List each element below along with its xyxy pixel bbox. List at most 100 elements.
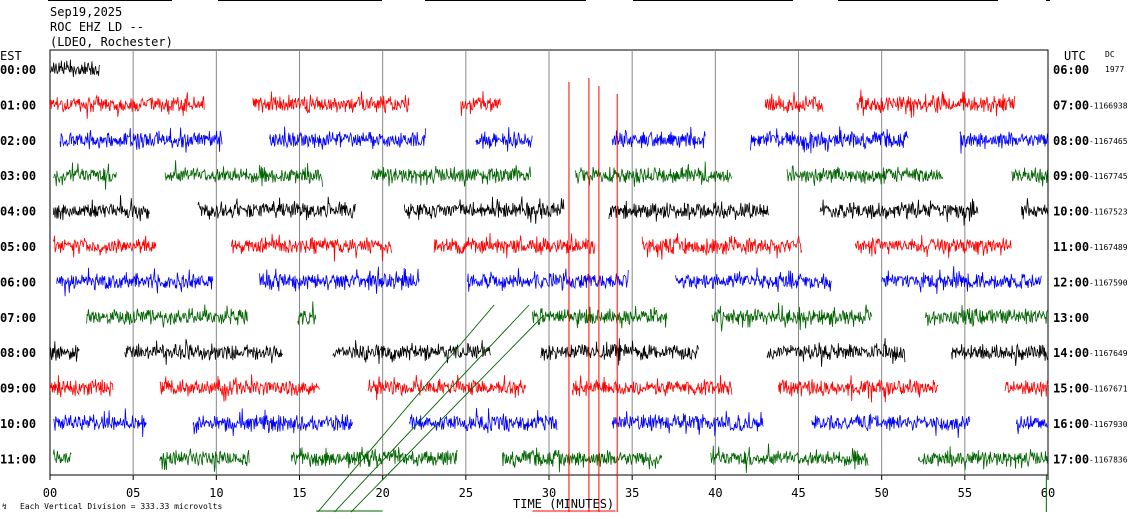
dc-offset-value: -1167671 (1089, 385, 1128, 394)
trace-segment (52, 449, 72, 464)
trace-segment (1021, 198, 1049, 220)
trace-segment (924, 305, 1049, 328)
trace-segment (917, 446, 1049, 471)
trace-segment (49, 92, 205, 119)
est-hour-label: 09:00 (0, 382, 36, 396)
utc-hour-label: 15:00 (1053, 382, 1089, 396)
record-date: Sep19,2025 (50, 5, 122, 19)
dc-header-value: 1977 (1105, 65, 1124, 74)
x-tick-label: 10 (209, 486, 223, 500)
est-hour-label: 11:00 (0, 452, 36, 466)
trace-segment (269, 126, 426, 150)
trace-segment (711, 302, 872, 332)
utc-hour-label: 06:00 (1053, 63, 1089, 77)
trace-segment (290, 446, 458, 469)
utc-hour-label: 13:00 (1053, 311, 1089, 325)
dc-offset-value: -1166938 (1089, 101, 1128, 110)
trace-segment (252, 91, 410, 114)
trace-segment (159, 448, 250, 472)
dc-offset-value: -1167489 (1089, 243, 1128, 252)
trace-segment (56, 267, 214, 297)
overlap-diagonal (350, 314, 545, 513)
trace-segment (197, 196, 357, 221)
trace-segment (811, 413, 970, 438)
trace-segment (86, 304, 248, 328)
trace-segment (608, 200, 769, 222)
trace-segment (1016, 415, 1048, 434)
x-tick-label: 30 (542, 486, 556, 500)
trace-segment (1011, 167, 1048, 187)
utc-axis-label: UTC (1064, 49, 1086, 63)
trace-segment (230, 233, 393, 262)
utc-hour-label: 10:00 (1053, 205, 1089, 219)
est-hour-label: 05:00 (0, 240, 36, 254)
trace-segment (403, 196, 565, 224)
trace-segment (611, 126, 706, 149)
trace-segment (52, 195, 150, 222)
trace-segment (881, 266, 1042, 295)
trace-segment (502, 447, 663, 473)
trace-segment (370, 165, 531, 187)
trace-segment (675, 267, 832, 293)
trace-segment (1004, 380, 1049, 397)
x-tick-label: 40 (708, 486, 722, 500)
est-hour-label: 01:00 (0, 98, 36, 112)
x-tick-label: 35 (625, 486, 639, 500)
trace-segment (475, 127, 533, 152)
trace-segment (575, 161, 732, 187)
dc-offset-value: -1167649 (1089, 349, 1128, 358)
est-hour-label: 03:00 (0, 169, 36, 183)
station-code: ROC EHZ LD -- (50, 20, 144, 34)
x-tick-label: 60 (1041, 486, 1055, 500)
trace-segment (854, 234, 1012, 259)
est-hour-label: 07:00 (0, 311, 36, 325)
trace-segment (49, 341, 80, 362)
dc-offset-value: -1167523 (1089, 208, 1128, 217)
x-tick-label: 45 (791, 486, 805, 500)
x-tick-label: 55 (958, 486, 972, 500)
x-tick-label: 25 (459, 486, 473, 500)
seismic-traces (49, 59, 1049, 474)
trace-segment (53, 408, 147, 438)
trace-segment (460, 91, 501, 116)
x-tick-label: 20 (375, 486, 389, 500)
trace-segment (49, 59, 101, 78)
dc-label: DC (1105, 50, 1115, 59)
trace-segment (611, 410, 764, 437)
est-hour-label: 00:00 (0, 63, 36, 77)
x-tick-label: 50 (874, 486, 888, 500)
trace-segment (532, 305, 668, 329)
est-hour-label: 02:00 (0, 134, 36, 148)
est-hour-label: 06:00 (0, 275, 36, 289)
utc-hour-label: 17:00 (1053, 452, 1089, 466)
dc-offset-value: -1167836 (1089, 455, 1128, 464)
trace-segment (332, 340, 491, 365)
utc-hour-label: 16:00 (1053, 417, 1089, 431)
trace-segment (59, 127, 223, 153)
trace-segment (159, 374, 320, 402)
trace-segment (297, 301, 317, 325)
trace-segment (49, 375, 114, 398)
minute-gridlines (132, 50, 966, 475)
overlap-diagonal (317, 304, 495, 513)
overlap-lines (316, 78, 1047, 513)
est-hour-label: 08:00 (0, 346, 36, 360)
row-axis-labels: 00:00 06:00 01:00 07:00 -1166938 02:00 08:00 -1… (0, 63, 1128, 466)
trace-segment (192, 408, 353, 437)
utc-hour-label: 11:00 (1053, 240, 1089, 254)
trace-segment (52, 235, 157, 258)
est-hour-label: 10:00 (0, 417, 36, 431)
trace-segment (786, 165, 944, 186)
trace-segment (467, 268, 629, 292)
x-axis-label: TIME (MINUTES) (513, 497, 614, 511)
trace-segment (951, 343, 1048, 367)
overlap-diagonal (334, 304, 530, 513)
x-tick-labels: 00 05 10 15 20 25 30 35 40 45 50 55 60 (43, 475, 1055, 500)
trace-segment (766, 338, 906, 367)
utc-hour-label: 09:00 (1053, 169, 1089, 183)
dc-offset-value: -1167745 (1089, 172, 1128, 181)
trace-segment (710, 443, 869, 474)
trace-segment (53, 162, 117, 190)
utc-hour-label: 12:00 (1053, 275, 1089, 289)
